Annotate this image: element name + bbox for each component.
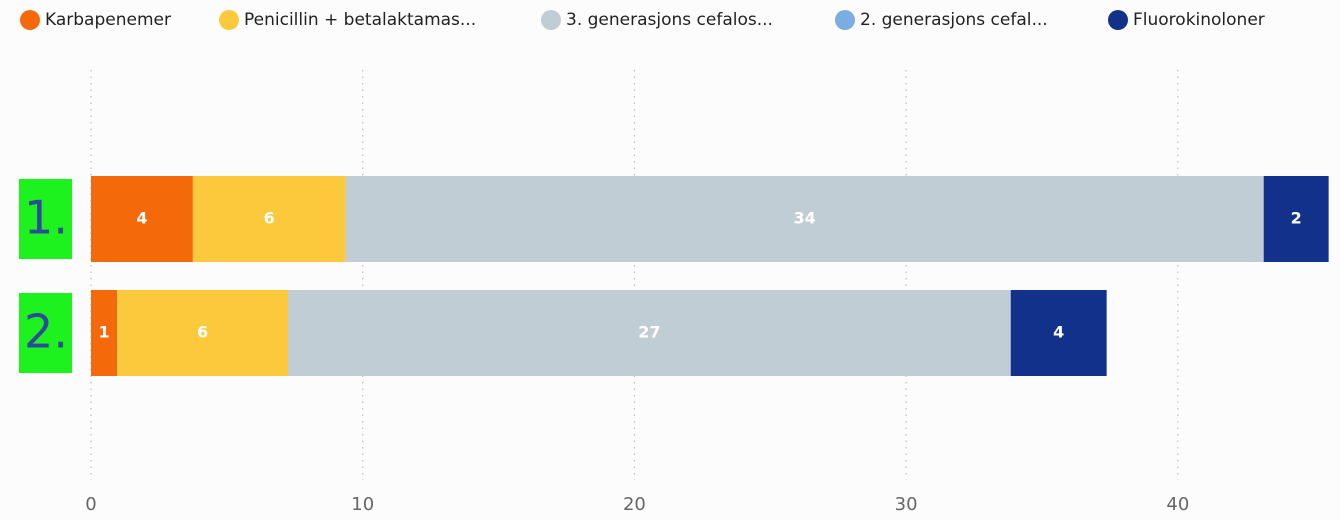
category-badge	[19, 293, 72, 373]
legend-label: Karbapenemer	[45, 10, 171, 30]
bar-segment	[192, 176, 346, 262]
category-label: 1.	[24, 191, 68, 245]
x-tick-label: 30	[895, 494, 918, 515]
data-label: 2	[1291, 209, 1302, 228]
bar-segment	[1010, 290, 1107, 376]
x-tick-label: 40	[1166, 494, 1189, 515]
legend-swatch	[541, 10, 561, 30]
legend-label: Penicillin + betalaktamas...	[244, 10, 476, 30]
legend-label: 3. generasjons cefalos...	[566, 10, 773, 30]
legend-label: Fluorokinoloner	[1133, 10, 1265, 30]
x-tick-label: 10	[351, 494, 374, 515]
legend-label: 2. generasjons cefal...	[860, 10, 1048, 30]
x-tick-label: 20	[623, 494, 646, 515]
legend-swatch	[1108, 10, 1128, 30]
data-label: 4	[1053, 323, 1064, 342]
data-label: 34	[794, 209, 816, 228]
data-label: 1	[98, 323, 109, 342]
bar-segment	[91, 290, 118, 376]
bar-segment	[91, 176, 193, 262]
legend-swatch	[219, 10, 239, 30]
category-badge	[19, 179, 72, 259]
category-label: 2.	[24, 305, 68, 359]
bar-segment	[1263, 176, 1329, 262]
data-label: 27	[638, 323, 660, 342]
x-tick-label: 0	[85, 494, 96, 515]
bar-segment	[345, 176, 1264, 262]
data-label: 6	[264, 209, 275, 228]
legend-swatch	[835, 10, 855, 30]
data-label: 6	[197, 323, 208, 342]
bar-segment	[117, 290, 288, 376]
data-label: 4	[136, 209, 147, 228]
legend-swatch	[20, 10, 40, 30]
bar-segment	[287, 290, 1011, 376]
